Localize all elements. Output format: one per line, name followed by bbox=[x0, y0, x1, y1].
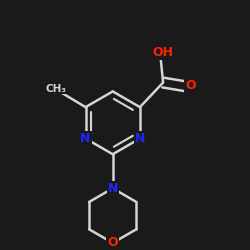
Text: CH₃: CH₃ bbox=[46, 84, 66, 94]
Text: N: N bbox=[108, 182, 118, 195]
Text: N: N bbox=[80, 132, 91, 145]
Text: OH: OH bbox=[152, 46, 174, 59]
Text: O: O bbox=[108, 236, 118, 250]
Text: O: O bbox=[185, 79, 196, 92]
Text: N: N bbox=[135, 132, 145, 145]
